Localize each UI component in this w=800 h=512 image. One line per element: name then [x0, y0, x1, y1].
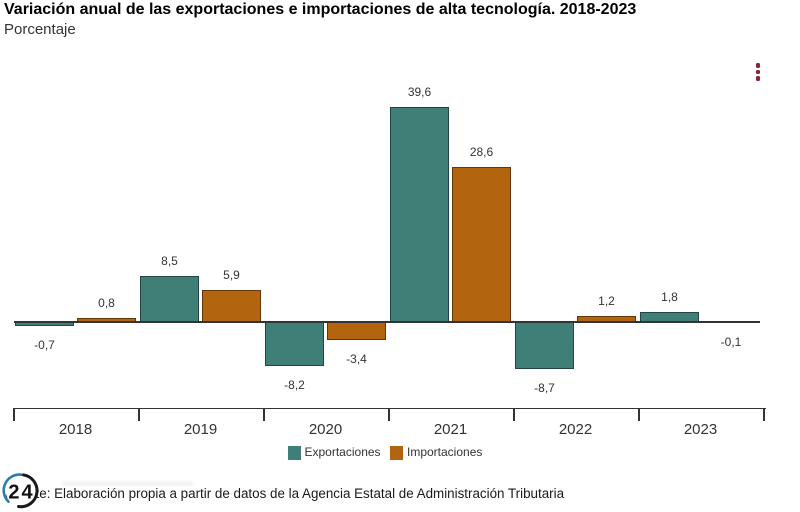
- svg-text:24: 24: [8, 482, 34, 504]
